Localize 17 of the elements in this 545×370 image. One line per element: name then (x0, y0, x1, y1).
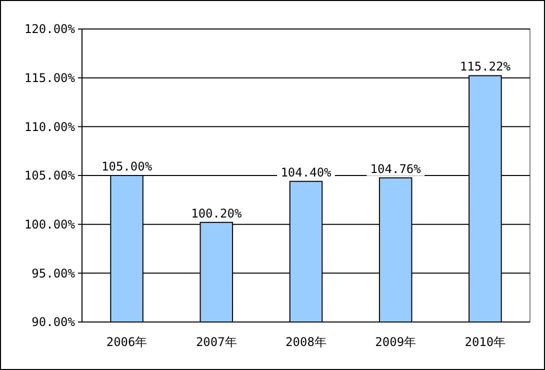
y-tick-label: 115.00% (24, 71, 76, 86)
x-tick-label: 2006年 (106, 335, 148, 349)
y-tick-label: 120.00% (24, 22, 76, 36)
data-label: 115.22% (460, 60, 512, 74)
x-tick-label: 2010年 (464, 335, 506, 349)
data-label: 105.00% (102, 160, 153, 174)
x-tick-label: 2007年 (196, 335, 237, 349)
y-tick-label: 90.00% (32, 315, 76, 330)
data-label: 104.76% (370, 162, 422, 176)
y-tick-label: 100.00% (24, 218, 76, 232)
y-tick-label: 110.00% (24, 120, 76, 134)
x-tick-label: 2009年 (375, 335, 416, 349)
data-label: 104.40% (280, 165, 332, 180)
x-tick-label: 2008年 (286, 335, 326, 349)
y-tick-label: 105.00% (24, 168, 76, 183)
data-label: 100.20% (191, 206, 242, 220)
y-tick-label: 95.00% (32, 266, 76, 280)
